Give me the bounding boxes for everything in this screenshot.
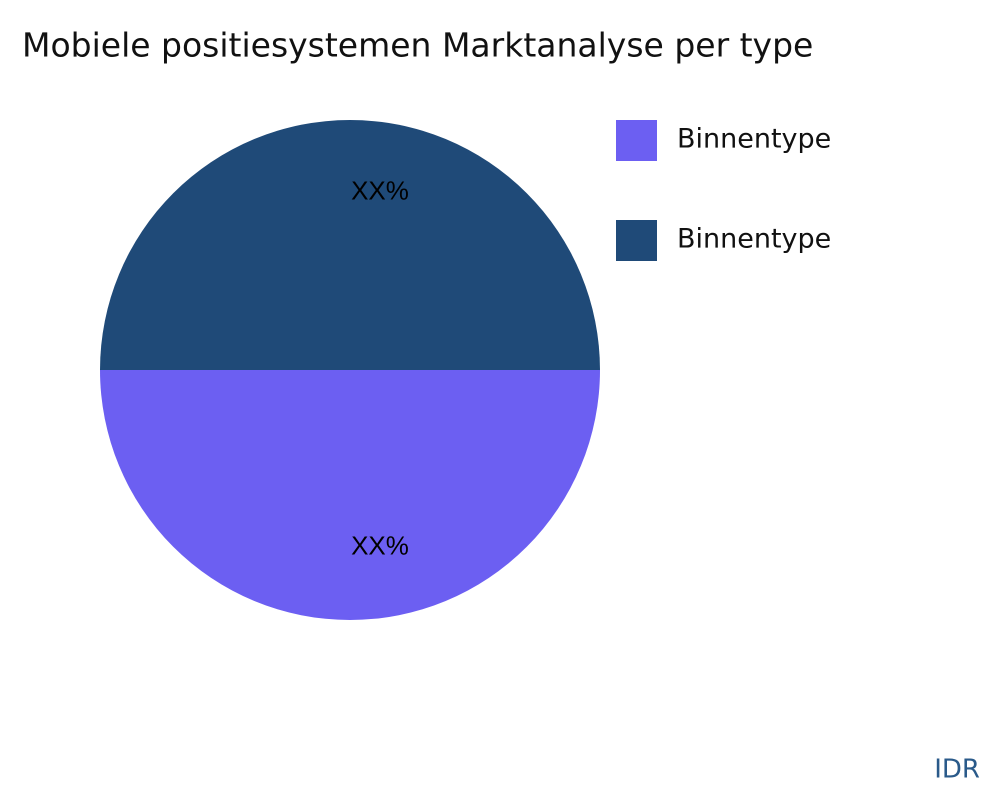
slice-label: XX% [351,530,409,560]
legend-swatch [616,220,657,261]
legend-swatch [616,120,657,161]
legend-label: Binnentype [677,124,831,155]
chart-title: Mobiele positiesystemen Marktanalyse per… [22,26,813,65]
logo: IDR [934,755,980,785]
slice-label: XX% [351,175,409,205]
legend-label: Binnentype [677,224,831,255]
pie-slice [100,120,600,370]
pie-slice [100,370,600,620]
